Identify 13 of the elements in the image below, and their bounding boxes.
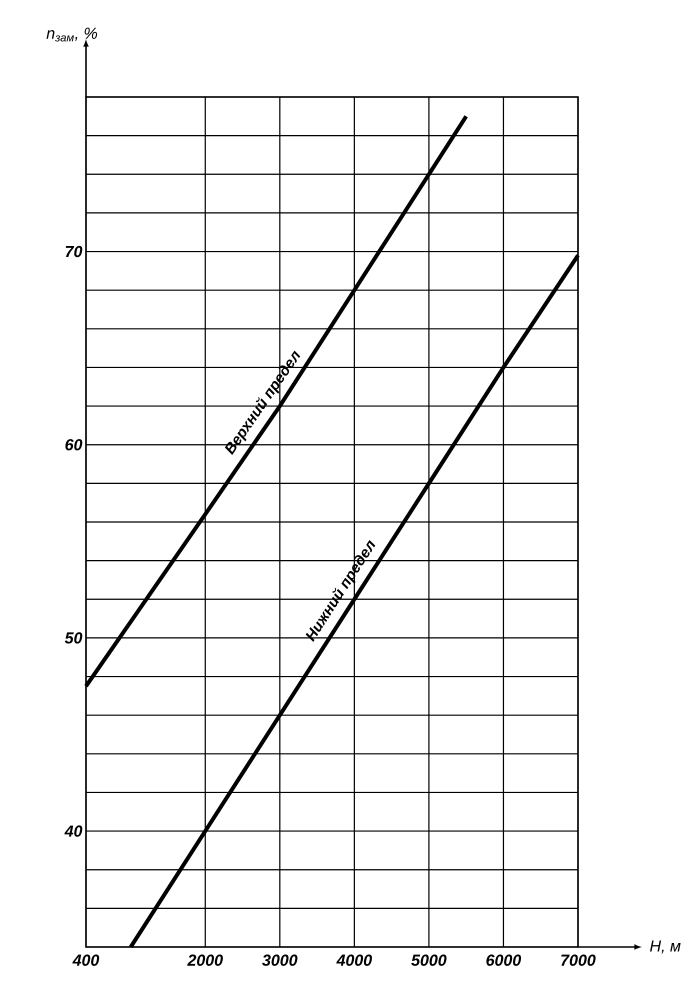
x-tick-label: 2000 bbox=[187, 954, 223, 966]
x-tick-label: 7000 bbox=[561, 954, 596, 966]
x-tick-label: 4000 bbox=[336, 954, 372, 966]
x-tick-label: 400 bbox=[72, 954, 100, 966]
y-tick-label: 70 bbox=[66, 246, 82, 258]
x-tick-label: 6000 bbox=[486, 954, 522, 966]
y-tick-label: 50 bbox=[64, 632, 82, 644]
x-tick-label: 3000 bbox=[262, 954, 298, 966]
y-tick-label: 40 bbox=[64, 825, 82, 837]
x-axis-title: H, м bbox=[650, 940, 681, 954]
y-tick-label: 60 bbox=[65, 439, 82, 450]
x-tick-label: 5000 bbox=[411, 954, 447, 966]
y-axis-title: n$_{зам}$, % bbox=[46, 28, 98, 42]
